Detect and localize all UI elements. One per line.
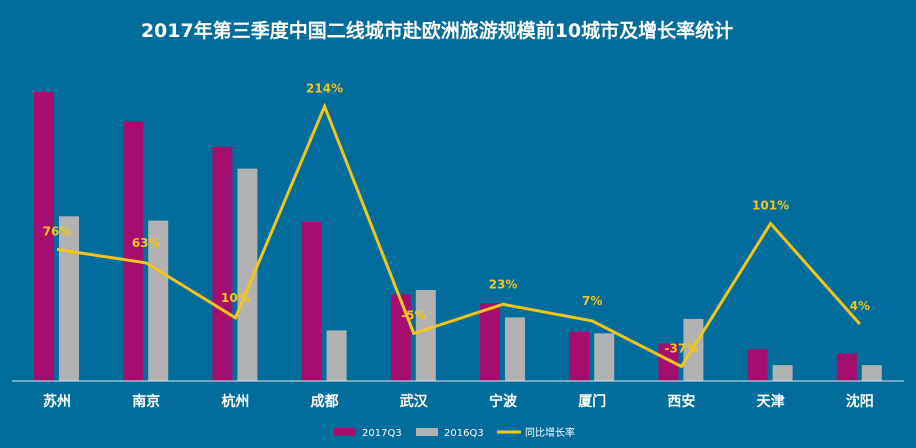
bar-2017q3-7 bbox=[658, 343, 679, 381]
category-label-6: 厦门 bbox=[578, 393, 606, 410]
rate-label-5: 23% bbox=[489, 277, 518, 291]
bar-2016q3-8 bbox=[772, 365, 793, 381]
bar-2017q3-3 bbox=[301, 222, 322, 381]
bars-layer bbox=[34, 92, 882, 382]
category-label-7: 西安 bbox=[667, 393, 695, 410]
category-label-1: 南京 bbox=[132, 393, 160, 410]
category-label-8: 天津 bbox=[757, 393, 785, 410]
category-label-5: 宁波 bbox=[489, 393, 518, 410]
rate-label-4: -5% bbox=[401, 308, 426, 322]
category-label-2: 杭州 bbox=[221, 393, 249, 410]
bar-2016q3-9 bbox=[861, 365, 882, 381]
category-labels: 苏州 南京 杭州 成都 武汉 宁波 厦门 西安 天津 沈阳 bbox=[43, 393, 874, 410]
bar-2017q3-0 bbox=[34, 92, 54, 381]
bar-2016q3-5 bbox=[505, 317, 525, 381]
bar-2016q3-2 bbox=[237, 168, 258, 381]
legend-2017q3-swatch bbox=[334, 428, 356, 436]
rate-label-1: 63% bbox=[132, 236, 161, 250]
legend-2016q3-swatch bbox=[416, 428, 438, 436]
category-label-4: 武汉 bbox=[400, 393, 429, 410]
bar-2017q3-1 bbox=[123, 120, 144, 382]
bar-2016q3-4 bbox=[415, 290, 436, 381]
bar-2016q3-1 bbox=[148, 220, 169, 381]
legend-2017q3-label: 2017Q3 bbox=[362, 428, 402, 439]
bar-2016q3-3 bbox=[326, 330, 347, 381]
bar-2016q3-6 bbox=[594, 333, 615, 381]
growth-line-layer: 76% 63% 10% 214% -5% 23% 7% -37% 101% 4% bbox=[43, 81, 870, 369]
legend-growth-rate-label: 同比增长率 bbox=[525, 426, 575, 439]
rate-label-9: 4% bbox=[850, 299, 870, 313]
bar-2017q3-2 bbox=[212, 146, 233, 381]
category-label-0: 苏州 bbox=[43, 393, 71, 410]
bar-2017q3-4 bbox=[390, 294, 411, 381]
chart-title: 2017年第三季度中国二线城市赴欧洲旅游规模前10城市及增长率统计 bbox=[141, 19, 733, 42]
bar-2016q3-0 bbox=[59, 216, 79, 381]
rate-label-7: -37% bbox=[665, 342, 699, 356]
rate-label-2: 10% bbox=[221, 291, 250, 305]
growth-rate-line bbox=[56, 102, 861, 369]
category-label-3: 成都 bbox=[311, 393, 339, 410]
bar-2017q3-8 bbox=[747, 349, 768, 381]
rate-label-0: 76% bbox=[43, 224, 72, 238]
bar-2017q3-9 bbox=[836, 353, 857, 381]
legend: 2017Q3 2016Q3 同比增长率 bbox=[334, 426, 575, 439]
bar-2017q3-5 bbox=[480, 303, 500, 381]
rate-label-6: 7% bbox=[582, 294, 602, 308]
rate-label-8: 101% bbox=[752, 199, 789, 213]
bar-2017q3-6 bbox=[569, 331, 590, 381]
rate-label-3: 214% bbox=[306, 81, 343, 95]
legend-2016q3-label: 2016Q3 bbox=[444, 428, 484, 439]
category-label-9: 沈阳 bbox=[846, 393, 874, 410]
